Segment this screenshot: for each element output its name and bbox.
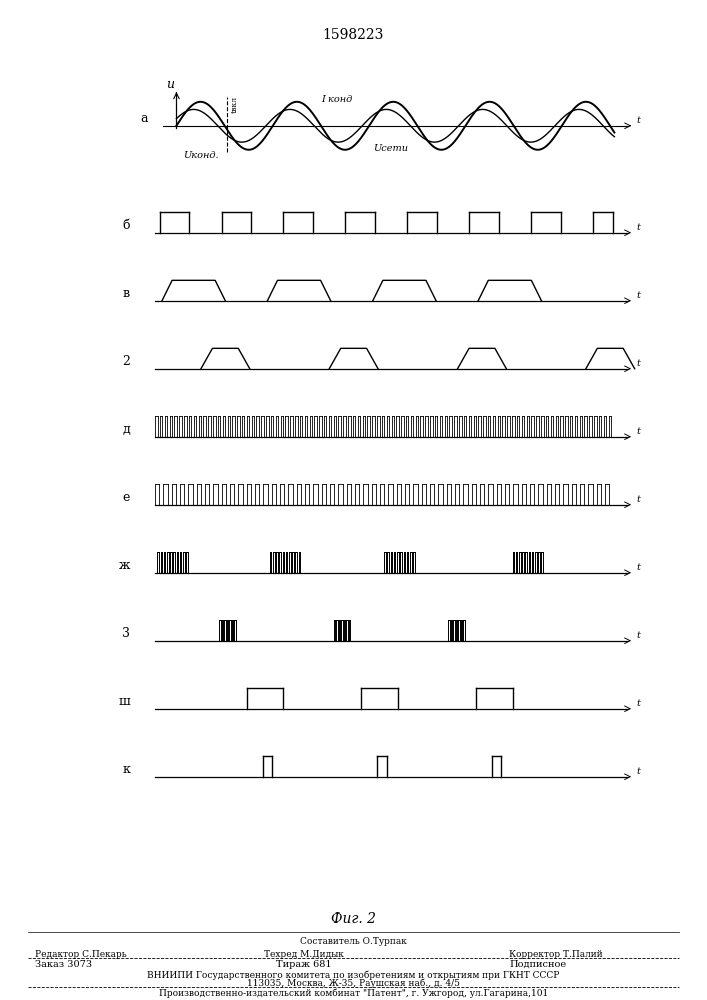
- Text: Редактор С.Пекарь: Редактор С.Пекарь: [35, 950, 127, 959]
- Text: ш: ш: [118, 695, 130, 708]
- Text: t: t: [636, 223, 640, 232]
- Text: Корректор Т.Палий: Корректор Т.Палий: [509, 950, 603, 959]
- Text: Составитель О.Турпак: Составитель О.Турпак: [300, 937, 407, 946]
- Text: к: к: [122, 763, 130, 776]
- Text: Тираж 681: Тираж 681: [276, 960, 332, 969]
- Text: t: t: [636, 495, 640, 504]
- Text: 2: 2: [122, 355, 130, 368]
- Text: ж: ж: [119, 559, 130, 572]
- Text: t: t: [636, 563, 640, 572]
- Text: t: t: [636, 631, 640, 640]
- Text: а: а: [141, 112, 148, 125]
- Text: Техред М.Дидык: Техред М.Дидык: [264, 950, 344, 959]
- Text: е: е: [122, 491, 130, 504]
- Text: Подписное: Подписное: [509, 960, 566, 969]
- Text: t: t: [636, 359, 640, 368]
- Text: б: б: [122, 219, 130, 232]
- Text: t: t: [636, 291, 640, 300]
- Text: 113035, Москва, Ж-35, Раушская наб., д. 4/5: 113035, Москва, Ж-35, Раушская наб., д. …: [247, 979, 460, 988]
- Text: ВНИИПИ Государственного комитета по изобретениям и открытиям при ГКНТ СССР: ВНИИПИ Государственного комитета по изоб…: [147, 970, 560, 980]
- Text: Производственно-издательский комбинат "Патент", г. Ужгород, ул.Гагарина,101: Производственно-издательский комбинат "П…: [159, 989, 548, 998]
- Text: Фиг. 2: Фиг. 2: [331, 912, 376, 926]
- Text: Uконд.: Uконд.: [183, 151, 218, 160]
- Text: t: t: [636, 699, 640, 708]
- Text: д: д: [122, 423, 130, 436]
- Text: I конд: I конд: [321, 95, 352, 104]
- Text: t: t: [636, 427, 640, 436]
- Text: Uсети: Uсети: [373, 144, 409, 153]
- Text: Заказ 3073: Заказ 3073: [35, 960, 93, 969]
- Text: t: t: [636, 116, 640, 125]
- Text: 1598223: 1598223: [323, 28, 384, 42]
- Text: в: в: [123, 287, 130, 300]
- Text: u: u: [166, 78, 174, 91]
- Text: t: t: [636, 767, 640, 776]
- Text: 3: 3: [122, 627, 130, 640]
- Text: tвкл: tвкл: [230, 96, 238, 113]
